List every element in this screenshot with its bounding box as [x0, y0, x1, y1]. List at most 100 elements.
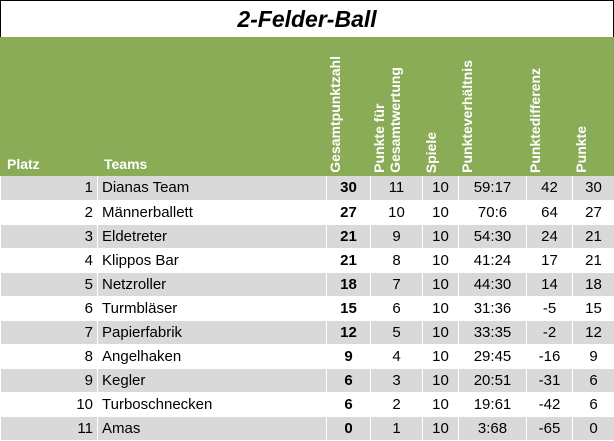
cell-spiele: 10	[422, 176, 459, 201]
cell-spiele: 10	[422, 224, 459, 249]
cell-punkte-fuer-gesamtwertung: 3	[370, 368, 423, 393]
cell-punkteverhaeltnis: 70:6	[458, 200, 527, 225]
cell-spiele: 10	[422, 344, 459, 369]
cell-punktedifferenz: -42	[526, 392, 573, 417]
cell-punkteverhaeltnis: 33:35	[458, 320, 527, 345]
cell-spiele: 10	[422, 416, 459, 441]
cell-punkte: 0	[572, 416, 614, 441]
cell-punktedifferenz: 42	[526, 176, 573, 201]
header-gesamtpunktzahl-label: Gesamtpunktzahl	[327, 56, 343, 173]
cell-punktedifferenz: -65	[526, 416, 573, 441]
cell-gesamtpunktzahl: 21	[326, 248, 371, 273]
cell-punkte-fuer-gesamtwertung: 10	[370, 200, 423, 225]
cell-spiele: 10	[422, 320, 459, 345]
cell-punkte: 21	[572, 248, 614, 273]
cell-team: Netzroller	[97, 272, 327, 297]
cell-punkte: 15	[572, 296, 614, 321]
header-teams: Teams	[97, 37, 327, 176]
cell-punkte-fuer-gesamtwertung: 6	[370, 296, 423, 321]
cell-platz: 11	[0, 416, 98, 441]
cell-punkte: 27	[572, 200, 614, 225]
table-row: 5 Netzroller 18 7 10 44:30 14 18	[0, 272, 614, 297]
cell-punktedifferenz: -2	[526, 320, 573, 345]
cell-punkteverhaeltnis: 41:24	[458, 248, 527, 273]
cell-gesamtpunktzahl: 9	[326, 344, 371, 369]
cell-spiele: 10	[422, 368, 459, 393]
header-punkte-fuer-line1: Punkte für	[371, 103, 387, 173]
header-punkte-label: Punkte	[573, 126, 589, 173]
cell-team: Angelhaken	[97, 344, 327, 369]
cell-spiele: 10	[422, 248, 459, 273]
cell-punkte: 18	[572, 272, 614, 297]
cell-platz: 3	[0, 224, 98, 249]
cell-punkteverhaeltnis: 29:45	[458, 344, 527, 369]
cell-punkte-fuer-gesamtwertung: 5	[370, 320, 423, 345]
cell-punktedifferenz: -16	[526, 344, 573, 369]
cell-spiele: 10	[422, 272, 459, 297]
cell-punkte: 30	[572, 176, 614, 201]
cell-punkteverhaeltnis: 54:30	[458, 224, 527, 249]
table-row: 6 Turmbläser 15 6 10 31:36 -5 15	[0, 296, 614, 321]
cell-punktedifferenz: -5	[526, 296, 573, 321]
header-punkte: Punkte	[572, 37, 614, 176]
header-punkteverhaeltnis: Punkteverhältnis	[458, 37, 527, 176]
header-spiele: Spiele	[422, 37, 459, 176]
cell-punkte-fuer-gesamtwertung: 2	[370, 392, 423, 417]
cell-platz: 4	[0, 248, 98, 273]
table-row: 7 Papierfabrik 12 5 10 33:35 -2 12	[0, 320, 614, 345]
cell-platz: 2	[0, 200, 98, 225]
cell-punktedifferenz: 17	[526, 248, 573, 273]
cell-gesamtpunktzahl: 6	[326, 368, 371, 393]
cell-platz: 9	[0, 368, 98, 393]
cell-punkteverhaeltnis: 59:17	[458, 176, 527, 201]
cell-team: Klippos Bar	[97, 248, 327, 273]
cell-team: Männerballett	[97, 200, 327, 225]
cell-platz: 1	[0, 176, 98, 201]
table-row: 1 Dianas Team 30 11 10 59:17 42 30	[0, 176, 614, 201]
header-punkte-fuer-gesamtwertung-label: Punkte für Gesamtwertung	[371, 63, 403, 173]
cell-gesamtpunktzahl: 21	[326, 224, 371, 249]
header-punkte-fuer-gesamtwertung: Punkte für Gesamtwertung	[370, 37, 423, 176]
cell-punktedifferenz: 24	[526, 224, 573, 249]
cell-punkte: 21	[572, 224, 614, 249]
table-row: 11 Amas 0 1 10 3:68 -65 0	[0, 416, 614, 441]
cell-platz: 6	[0, 296, 98, 321]
table-body: 1 Dianas Team 30 11 10 59:17 42 30 2 Männerballet…	[0, 176, 614, 441]
cell-punkte: 6	[572, 368, 614, 393]
cell-platz: 8	[0, 344, 98, 369]
cell-punkte-fuer-gesamtwertung: 9	[370, 224, 423, 249]
cell-punkteverhaeltnis: 19:61	[458, 392, 527, 417]
cell-team: Papierfabrik	[97, 320, 327, 345]
table-row: 4 Klippos Bar 21 8 10 41:24 17 21	[0, 248, 614, 273]
cell-punkteverhaeltnis: 44:30	[458, 272, 527, 297]
header-platz: Platz	[0, 37, 98, 176]
table-row: 9 Kegler 6 3 10 20:51 -31 6	[0, 368, 614, 393]
cell-gesamtpunktzahl: 15	[326, 296, 371, 321]
cell-punkte-fuer-gesamtwertung: 11	[370, 176, 423, 201]
header-row: Platz Teams Gesamtpunktzahl Punkte für Ge…	[0, 37, 614, 176]
cell-punkte-fuer-gesamtwertung: 4	[370, 344, 423, 369]
header-punktedifferenz: Punktedifferenz	[526, 37, 573, 176]
cell-gesamtpunktzahl: 27	[326, 200, 371, 225]
cell-punkte-fuer-gesamtwertung: 7	[370, 272, 423, 297]
table-row: 10 Turboschnecken 6 2 10 19:61 -42 6	[0, 392, 614, 417]
cell-punkte: 6	[572, 392, 614, 417]
cell-punktedifferenz: 14	[526, 272, 573, 297]
header-punkteverhaeltnis-label: Punkteverhältnis	[459, 60, 475, 173]
header-punktedifferenz-label: Punktedifferenz	[527, 67, 543, 173]
cell-gesamtpunktzahl: 30	[326, 176, 371, 201]
cell-punkteverhaeltnis: 3:68	[458, 416, 527, 441]
cell-gesamtpunktzahl: 6	[326, 392, 371, 417]
cell-team: Dianas Team	[97, 176, 327, 201]
table-row: 3 Eldetreter 21 9 10 54:30 24 21	[0, 224, 614, 249]
cell-punkte: 12	[572, 320, 614, 345]
cell-spiele: 10	[422, 200, 459, 225]
cell-platz: 5	[0, 272, 98, 297]
cell-platz: 10	[0, 392, 98, 417]
table-row: 2 Männerballett 27 10 10 70:6 64 27	[0, 200, 614, 225]
cell-gesamtpunktzahl: 0	[326, 416, 371, 441]
cell-team: Amas	[97, 416, 327, 441]
cell-team: Kegler	[97, 368, 327, 393]
table-row: 8 Angelhaken 9 4 10 29:45 -16 9	[0, 344, 614, 369]
